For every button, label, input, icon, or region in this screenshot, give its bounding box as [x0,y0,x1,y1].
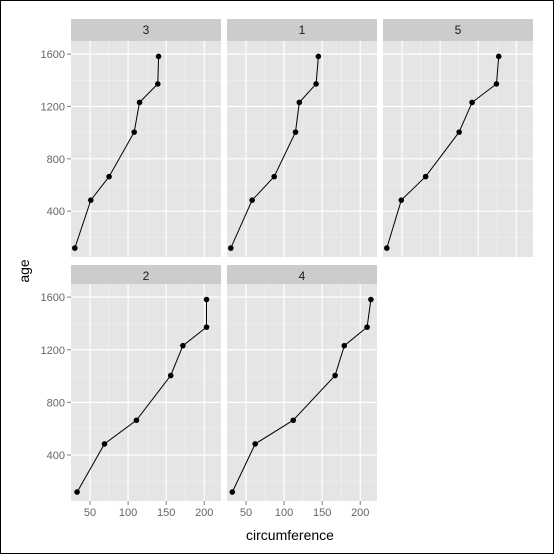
data-point [155,81,161,87]
y-tick-label: 400 [47,206,65,218]
y-tick-label: 800 [47,397,65,409]
panel-background [227,41,377,257]
facet-strip-label: 3 [143,23,150,37]
data-point [456,129,462,135]
data-point [493,81,500,87]
data-point [422,173,429,180]
y-axis-label: age [16,259,32,283]
data-point [469,99,475,106]
panel-background [383,41,533,257]
facet-strip-label: 4 [299,269,306,283]
x-tick-label: 200 [195,507,213,519]
facet-strip [383,19,533,41]
data-point [228,245,234,251]
data-point [495,53,502,60]
data-point [398,197,405,203]
data-point [87,197,94,203]
data-point [341,342,348,349]
data-point [203,324,210,330]
data-point [106,173,112,180]
x-tick-label: 50 [240,507,252,519]
y-tick-label: 1600 [41,49,65,61]
data-point [229,489,236,495]
y-tick-label: 1600 [41,292,65,304]
data-point [315,53,322,60]
data-point [296,99,303,106]
data-point [131,129,137,135]
facet-strip [71,265,221,287]
facet-strip [227,265,377,287]
facet-strip-label: 2 [143,269,150,283]
x-tick-label: 50 [84,507,96,519]
facet-strip-label: 1 [299,23,306,37]
data-point [155,53,162,60]
facet-strip [71,19,221,41]
data-point [364,324,370,330]
data-point [136,99,143,106]
panel-background [227,284,377,501]
facet-strip-label: 5 [455,23,462,37]
data-point [271,173,278,180]
data-point [72,245,78,251]
facet-panel-5: 5 [383,19,533,257]
y-tick-label: 1200 [41,345,65,357]
data-point [292,129,299,135]
y-tick-label: 800 [47,154,65,166]
data-point [368,296,374,303]
data-point [74,489,80,495]
y-tick-label: 400 [47,450,65,462]
x-tick-label: 150 [313,507,331,519]
panels: 3 400 800 1200 1600 1 5 2 400 800 1200 1600 50 100 150… [41,19,533,519]
x-tick-label: 150 [157,507,175,519]
data-point [133,417,140,424]
facet-panel-4: 4 50 100 150 200 [227,265,377,519]
data-point [384,245,390,251]
data-point [249,197,255,203]
facet-strip [227,19,377,41]
data-point [313,81,319,87]
x-tick-label: 200 [351,507,369,519]
facet-panel-3: 3 400 800 1200 1600 [41,19,221,257]
data-point [252,441,258,447]
x-tick-label: 100 [119,507,137,519]
facet-panel-2: 2 400 800 1200 1600 50 100 150 200 [41,265,221,519]
panel-background [71,41,221,257]
data-point [203,296,210,303]
data-point [332,372,338,379]
facet-panel-1: 1 [227,19,377,257]
data-point [290,417,297,424]
x-tick-label: 100 [275,507,293,519]
panel-background [71,284,221,501]
data-point [101,441,108,447]
x-axis-label: circumference [246,527,334,543]
data-point [180,342,186,349]
data-point [167,372,174,379]
y-tick-label: 1200 [41,101,65,113]
